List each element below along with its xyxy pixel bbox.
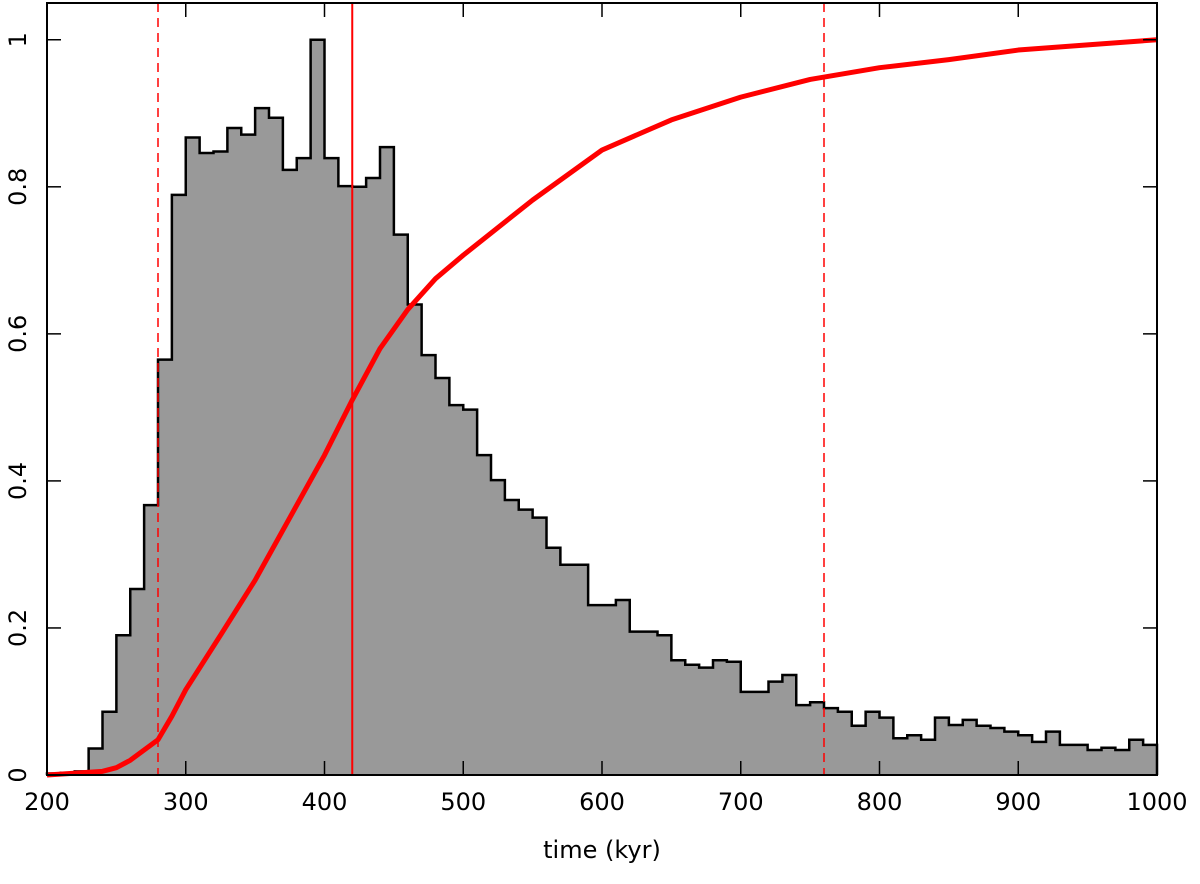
histogram-bar: [643, 631, 658, 775]
plot-area: 200 300 400 500 600 700 800 900 1000 0 0.2 0.4 0.6 0.…: [4, 2, 1188, 816]
histogram-bar: [116, 635, 131, 775]
histogram-bar: [171, 194, 186, 775]
histogram-bar: [782, 675, 797, 775]
histogram-bar: [907, 735, 922, 775]
x-tick-label: 800: [857, 788, 903, 816]
histogram-bar: [338, 186, 353, 775]
histogram-bar: [532, 517, 547, 775]
histogram-bar: [713, 660, 727, 775]
histogram-bar: [227, 127, 242, 775]
histogram-bar: [185, 137, 200, 775]
histogram-bar: [518, 509, 533, 775]
x-tick-label: 300: [163, 788, 209, 816]
histogram-bar: [657, 635, 672, 775]
histogram-bar: [699, 667, 713, 775]
histogram-bar: [740, 691, 755, 775]
histogram-bar: [865, 711, 880, 775]
histogram-bar: [1018, 735, 1033, 775]
histogram-bar: [241, 134, 256, 776]
histogram-bar: [574, 564, 589, 775]
y-tick-label: 1: [4, 32, 32, 47]
histogram-bar: [824, 708, 838, 775]
x-tick-label: 900: [995, 788, 1041, 816]
histogram-bar: [588, 605, 602, 775]
histogram-bar: [407, 304, 422, 775]
histogram-bar: [255, 108, 269, 776]
histogram-bar: [352, 186, 367, 776]
x-tick-label: 700: [718, 788, 764, 816]
histogram-bar: [366, 177, 380, 775]
x-tick-label: 400: [302, 788, 348, 816]
y-tick-label: 0: [4, 767, 32, 782]
histogram-bar: [421, 355, 436, 775]
x-tick-label: 1000: [1126, 788, 1187, 816]
histogram-bar: [671, 660, 686, 775]
y-tick-label: 0.6: [4, 315, 32, 353]
histogram-bar: [935, 717, 949, 775]
x-tick-label: 500: [440, 788, 486, 816]
histogram-bar: [1032, 741, 1046, 775]
histogram-bar: [1046, 731, 1060, 775]
histogram-bar: [449, 405, 464, 775]
histogram-bar: [768, 681, 783, 775]
histogram-bar: [296, 158, 311, 775]
histogram-bar: [754, 691, 769, 775]
histogram-bar: [435, 377, 450, 775]
histogram-bar: [685, 664, 700, 775]
histogram-bar: [1087, 750, 1102, 775]
histogram-bar: [837, 711, 852, 775]
x-axis-label: time (kyr): [543, 836, 661, 864]
histogram-bar: [158, 359, 172, 775]
y-tick-label: 0.8: [4, 168, 32, 206]
histogram-bar: [491, 480, 505, 775]
histogram-bar: [1129, 739, 1144, 775]
histogram-bar: [269, 117, 283, 775]
histogram-bar: [602, 605, 616, 775]
histogram-bar: [1115, 750, 1130, 775]
x-tick-label: 600: [579, 788, 625, 816]
histogram-bar: [810, 702, 824, 775]
y-tick-label: 0.2: [4, 609, 32, 647]
histogram-bar: [893, 738, 908, 775]
histogram-bar: [213, 151, 228, 776]
histogram-bar: [1059, 744, 1074, 775]
histogram-bar: [199, 152, 214, 775]
histogram-bar: [851, 725, 866, 775]
histogram-bar: [1073, 744, 1088, 775]
histogram-bar: [380, 147, 394, 775]
histogram-bar: [1004, 731, 1019, 775]
histogram-bar: [463, 409, 478, 775]
histogram-bar: [310, 39, 325, 776]
cumulative-line: [46, 37, 1158, 778]
y-tick-label: 0.4: [4, 462, 32, 500]
histogram-bar: [144, 505, 158, 775]
histogram-bar: [1101, 747, 1116, 775]
histogram-bar: [615, 600, 630, 775]
histogram-bar: [879, 717, 894, 775]
histogram-bar: [921, 739, 935, 775]
histogram-bar: [990, 727, 1005, 775]
histogram-bar: [88, 748, 103, 775]
histogram-bar: [948, 725, 963, 775]
x-tick-label: 200: [24, 788, 70, 816]
histogram-bar: [504, 500, 519, 775]
histogram-bar: [962, 719, 977, 775]
histogram-bar: [976, 725, 991, 775]
histogram-bar: [726, 661, 741, 775]
histogram-bar: [324, 158, 339, 775]
histogram-bar: [477, 455, 491, 775]
histogram-bar: [1143, 744, 1157, 775]
histogram-bar: [546, 547, 561, 775]
histogram-bar: [102, 711, 117, 775]
histogram-bar: [282, 169, 297, 775]
histogram-outline: [45, 38, 1159, 775]
histogram-bar: [560, 564, 575, 775]
histogram-bar: [629, 631, 644, 775]
histogram-bar: [393, 234, 408, 776]
histogram-bar: [130, 588, 145, 775]
histogram-bar: [796, 705, 811, 775]
